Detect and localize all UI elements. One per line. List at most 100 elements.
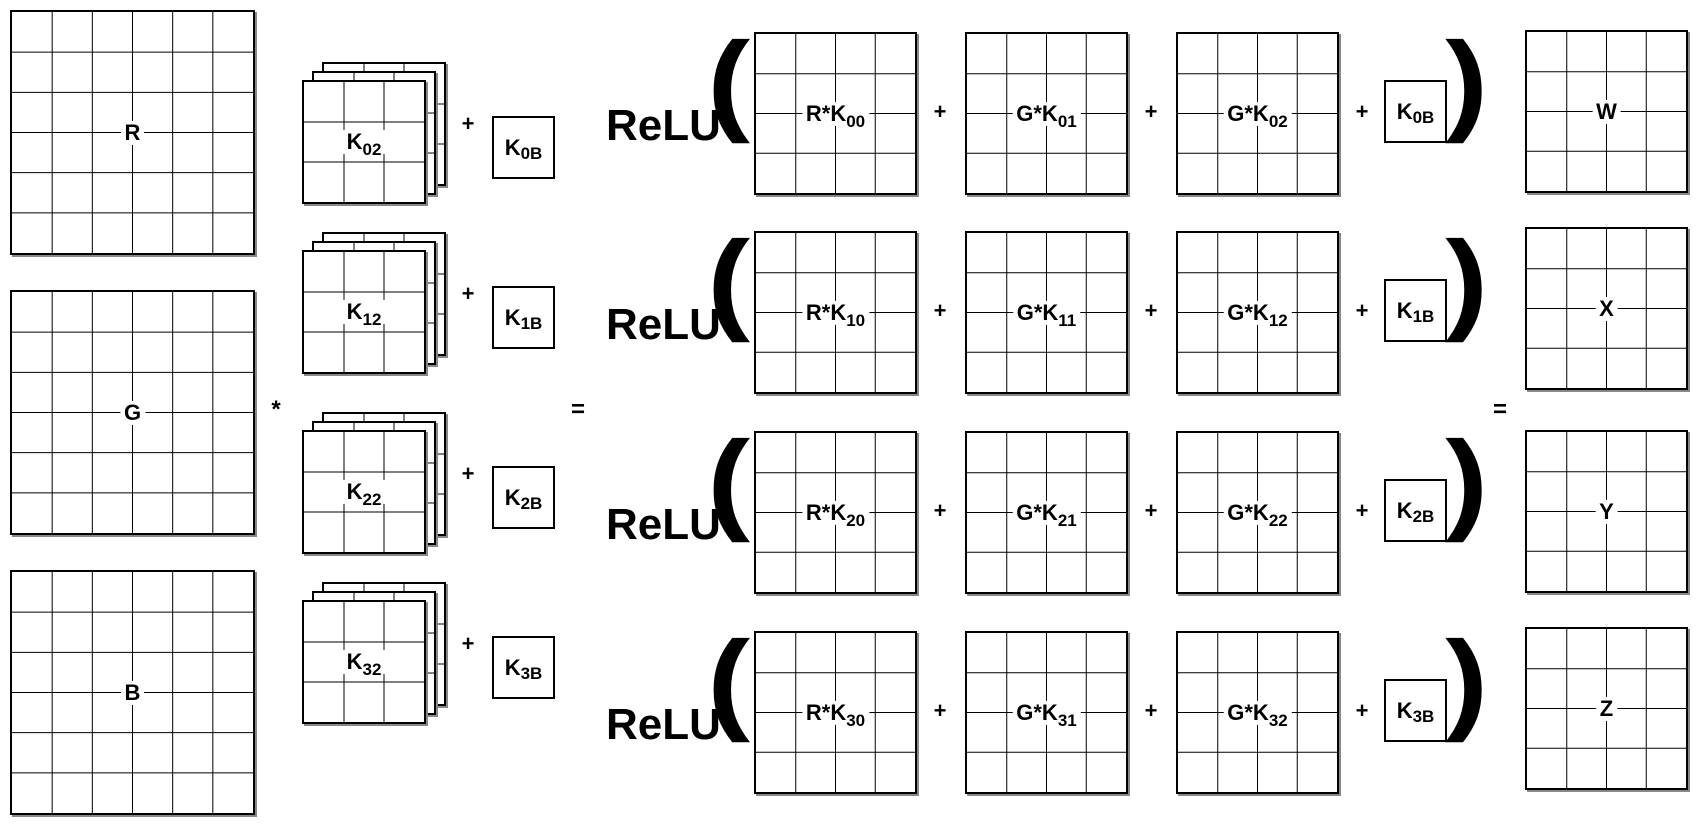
kernel-row-2-term-0-label-subscript: 20	[846, 510, 866, 530]
kernel-row-2-term-0-label-text: R*K	[805, 499, 847, 525]
kernel-row-1-open-paren: (	[707, 218, 751, 343]
kernel-row-2-close-paren: )	[1445, 418, 1489, 543]
kernel-row-0-plus-3: +	[1355, 99, 1369, 124]
output-map-label-text: X	[1599, 295, 1614, 321]
kernel-row-3-term-1-label-subscript: 31	[1057, 710, 1077, 730]
kernel-row-3-plus-2: +	[1144, 698, 1158, 723]
kernel-row-0-bias: K 0B	[1384, 80, 1447, 143]
output-map-label: W	[1592, 98, 1621, 124]
kernel-row-2-kernel-bias: K 2B	[492, 466, 555, 529]
input-channel-label-text: G	[123, 399, 142, 425]
kernel-row-2-kernel-label: K22	[342, 479, 386, 509]
grid-lines	[756, 233, 915, 392]
kernel-row-0-kernel-label-text: K	[346, 128, 363, 154]
kernel-row-3-kernel-label-subscript: 32	[362, 659, 382, 679]
grid-lines	[12, 572, 253, 813]
kernel-row-0-term-0-label-subscript: 00	[846, 111, 866, 131]
kernel-row-3-term-2-label-text: G*K	[1227, 699, 1269, 725]
kernel-row-1-bias-text: K	[1396, 297, 1413, 323]
equals-sign-right: =	[1492, 396, 1508, 423]
kernel-row-1-term-0: R*K10	[754, 231, 917, 394]
input-channel-label-text: B	[124, 679, 141, 705]
kernel-row-2-open-paren: (	[707, 418, 751, 543]
kernel-row-1-kernel-label-text: K	[346, 298, 363, 324]
kernel-row-2-bias-text: K	[1396, 497, 1413, 523]
kernel-row-2-bias-subscript: 2B	[1412, 506, 1435, 526]
input-channel-label: B	[120, 679, 145, 705]
input-channel-label: G	[119, 399, 146, 425]
kernel-row-3-bias: K 3B	[1384, 679, 1447, 742]
kernel-row-0-plus-2: +	[1144, 99, 1158, 124]
kernel-row-2-term-1-label-subscript: 21	[1057, 510, 1077, 530]
kernel-row-0-plus-1: +	[933, 99, 947, 124]
kernel-row-3-bias-text: K	[1396, 697, 1413, 723]
kernel-row-0-term-0-label-text: R*K	[805, 100, 847, 126]
kernel-row-2-kernel-stack: K22	[302, 430, 426, 554]
kernel-row-0-kernel-label: K02	[342, 128, 386, 159]
kernel-row-2-term-2-label-subscript: 22	[1268, 510, 1288, 530]
grid-lines	[1527, 229, 1686, 388]
kernel-row-3-relu-label: ReLU	[606, 700, 721, 749]
kernel-row-1-term-0-label-text: R*K	[805, 299, 847, 325]
kernel-row-1-term-0-label: R*K10	[801, 299, 870, 329]
kernel-row-0-kernel-bias: K 0B	[492, 116, 555, 179]
kernel-row-0-term-2-label: G*K02	[1223, 100, 1292, 130]
kernel-row-3-term-1-label: G*K31	[1012, 699, 1081, 729]
kernel-row-1-plus-2: +	[1144, 298, 1158, 323]
kernel-row-0-term-2-label-subscript: 02	[1268, 111, 1288, 131]
kernel-row-3-term-1: G*K31	[965, 631, 1128, 794]
kernel-row-3-term-0-label: R*K30	[801, 700, 870, 729]
kernel-row-0-term-0: R*K00	[754, 32, 917, 195]
kernel-row-2-kernel-label-subscript: 22	[362, 489, 382, 509]
kernel-row-2-kernel-plus: +	[461, 461, 475, 486]
grid-lines	[1527, 629, 1686, 788]
kernel-row-1-term-1-label-text: G*K	[1016, 299, 1059, 325]
output-map-y: Y	[1525, 430, 1688, 593]
kernel-row-1-kernel-plus: +	[461, 281, 475, 306]
kernel-row-1-term-1-label: G*K11	[1012, 299, 1081, 329]
kernel-row-0-term-1-label: G*K01	[1012, 100, 1081, 130]
kernel-row-0-term-1-label-text: G*K	[1016, 100, 1058, 126]
kernel-row-3-term-1-label-text: G*K	[1016, 699, 1058, 725]
kernel-row-3-kernel-bias: K 3B	[492, 636, 555, 699]
kernel-row-1-term-2: G*K12	[1176, 231, 1339, 394]
kernel-row-0-term-1-label-subscript: 01	[1057, 111, 1077, 131]
kernel-row-0-kernel-stack: K02	[302, 80, 426, 204]
input-channel-label: R	[120, 120, 145, 145]
kernel-row-0-term-1: G*K01	[965, 32, 1128, 195]
kernel-row-2-term-0-label: R*K20	[801, 499, 870, 529]
kernel-row-0-kernel-bias-subscript: 0B	[520, 143, 543, 163]
kernel-row-3-kernel-label-text: K	[346, 648, 363, 674]
output-map-label: Y	[1595, 499, 1618, 524]
kernel-row-1-term-2-label-subscript: 12	[1268, 310, 1288, 330]
kernel-row-3-term-0-label-subscript: 30	[846, 710, 866, 730]
input-channel-r: R	[10, 10, 255, 255]
kernel-row-3-kernel-bias-text: K	[504, 654, 521, 680]
kernel-row-2-term-1: G*K21	[965, 431, 1128, 594]
output-map-label: Z	[1595, 696, 1618, 721]
kernel-row-2-term-1-label-text: G*K	[1016, 499, 1058, 525]
kernel-row-2-term-2: G*K22	[1176, 431, 1339, 594]
kernel-row-1-term-2-label-text: G*K	[1227, 299, 1269, 325]
kernel-row-0-kernel-label-subscript: 02	[362, 139, 382, 159]
output-map-x: X	[1525, 227, 1688, 390]
kernel-row-2-relu-label: ReLU	[606, 500, 721, 549]
kernel-row-1-term-2-label: G*K12	[1223, 299, 1292, 329]
input-channel-g: G	[10, 290, 255, 535]
kernel-row-3-kernel-stack: K32	[302, 600, 426, 724]
convolution-operator: *	[271, 396, 281, 423]
output-map-label-text: W	[1596, 98, 1617, 124]
kernel-row-3-bias-subscript: 3B	[1412, 706, 1435, 726]
kernel-row-0-bias-subscript: 0B	[1412, 107, 1435, 127]
kernel-row-2-term-1-label: G*K21	[1012, 499, 1081, 529]
equals-sign-left: =	[570, 396, 586, 423]
output-map-w: W	[1525, 30, 1688, 193]
kernel-row-0-term-0-label: R*K00	[801, 100, 870, 130]
kernel-row-0-term-2-label-text: G*K	[1227, 100, 1269, 126]
kernel-row-2-term-2-label-text: G*K	[1227, 499, 1269, 525]
kernel-row-3-open-paren: (	[707, 618, 751, 743]
kernel-row-0-open-paren: (	[707, 19, 751, 144]
kernel-row-1-term-1-label-subscript: 11	[1058, 310, 1077, 330]
kernel-row-3-kernel-bias-subscript: 3B	[520, 663, 543, 683]
